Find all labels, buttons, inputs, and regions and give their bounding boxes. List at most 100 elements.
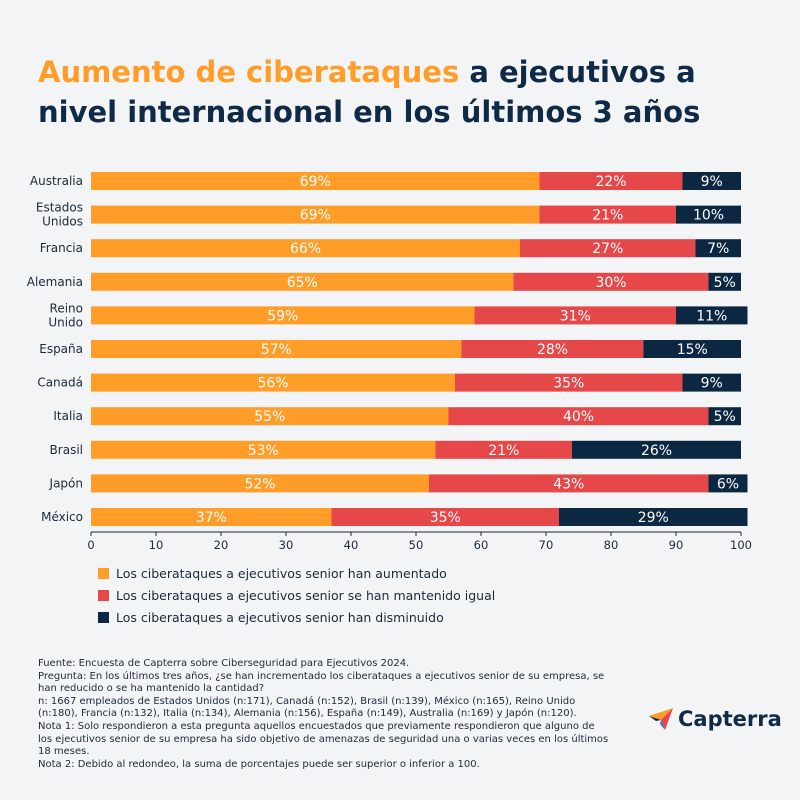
legend-item-disminuido: Los ciberataques a ejecutivos senior han…: [98, 606, 495, 628]
x-tick-label: 0: [87, 538, 94, 552]
data-label: 15%: [677, 342, 708, 358]
data-label: 30%: [595, 275, 626, 291]
bar-segment: [331, 508, 559, 526]
category-label: Italia: [53, 409, 83, 423]
category-label: Alemania: [27, 275, 83, 289]
bar-segment: [676, 306, 748, 325]
x-tick-label: 70: [539, 538, 554, 552]
stacked-bar-chart: Australia 69% 22% 9% Estados Unidos 69% 21% 10% F…: [27, 172, 752, 552]
data-label: 9%: [701, 174, 723, 190]
data-label: 22%: [595, 174, 626, 190]
bar-segment: [572, 440, 741, 459]
bar-segment: [435, 440, 572, 459]
bar-segment: [91, 440, 436, 459]
data-label: 6%: [717, 476, 739, 492]
bar-segment: [682, 172, 741, 190]
bar-segment: [91, 205, 540, 224]
x-tick-label: 40: [344, 538, 359, 552]
data-label: 27%: [592, 241, 623, 257]
bar-segment: [448, 407, 709, 426]
bar-segment: [643, 340, 741, 358]
category-label: Reino Unido: [48, 301, 83, 329]
data-label: 29%: [638, 510, 669, 526]
bar-segment: [455, 373, 683, 392]
title-highlight: Aumento de ciberataques: [38, 55, 460, 89]
data-label: 56%: [257, 376, 288, 392]
data-label: 37%: [196, 510, 227, 526]
bar-segment: [708, 407, 741, 426]
legend-swatch-disminuido: [98, 611, 109, 623]
bar-segment: [91, 172, 540, 190]
data-label: 66%: [290, 241, 321, 257]
x-tick-label: 50: [409, 538, 424, 552]
data-label: 52%: [244, 476, 275, 492]
data-label: 55%: [254, 409, 285, 425]
bar-segment: [695, 239, 741, 258]
bar-segment: [91, 373, 455, 392]
title-rest: a ejecutivos a nivel internacional en lo…: [38, 55, 701, 129]
capterra-logo: Capterra: [648, 706, 782, 732]
category-label: México: [41, 510, 83, 524]
data-label: 11%: [696, 308, 727, 324]
data-label: 35%: [553, 376, 584, 392]
footnotes: Fuente: Encuesta de Capterra sobre Ciber…: [38, 658, 610, 771]
data-label: 59%: [267, 308, 298, 324]
capterra-arrow-icon: [649, 708, 673, 730]
category-label: Japón: [49, 476, 83, 490]
legend-item-aumentado: Los ciberataques a ejecutivos senior han…: [98, 562, 495, 584]
data-label: 26%: [641, 443, 672, 459]
x-tick-label: 20: [214, 538, 229, 552]
x-tick-label: 100: [730, 538, 752, 552]
category-label: Australia: [30, 174, 83, 188]
category-label: Brasil: [50, 443, 83, 457]
bar-segment: [91, 474, 429, 493]
note-1: Nota 1: Solo respondieron a esta pregunt…: [38, 720, 609, 758]
data-label: 53%: [248, 443, 279, 459]
category-label: Estados Unidos: [36, 201, 83, 229]
bar-segment: [91, 306, 475, 325]
legend-swatch-mantenido: [98, 589, 109, 601]
bar-segment: [91, 508, 332, 526]
bar-segment: [91, 272, 514, 291]
bar-segment: [676, 205, 741, 224]
bar-segment: [708, 272, 741, 291]
note-question: Pregunta: En los últimos tres años, ¿se …: [38, 670, 605, 695]
note-source: Fuente: Encuesta de Capterra sobre Ciber…: [38, 658, 410, 669]
bar-segment: [708, 474, 748, 493]
data-label: 7%: [707, 241, 729, 257]
x-tick-label: 80: [604, 538, 619, 552]
category-label: Canadá: [37, 376, 83, 390]
legend: Los ciberataques a ejecutivos senior han…: [98, 562, 495, 628]
data-label: 65%: [287, 275, 318, 291]
legend-label-aumentado: Los ciberataques a ejecutivos senior han…: [116, 565, 447, 581]
note-sample: n: 1667 empleados de Estados Unidos (n:1…: [38, 695, 577, 720]
data-label: 9%: [701, 376, 723, 392]
data-label: 21%: [592, 208, 623, 224]
bar-segment: [91, 239, 520, 258]
data-label: 10%: [693, 208, 724, 224]
bar-segment: [682, 373, 741, 392]
bar-segment: [91, 407, 449, 426]
bar-segment: [429, 474, 709, 493]
data-label: 43%: [553, 476, 584, 492]
bar-segment: [513, 272, 709, 291]
x-tick-label: 30: [279, 538, 294, 552]
legend-label-mantenido: Los ciberataques a ejecutivos senior se …: [116, 587, 496, 603]
data-label: 40%: [563, 409, 594, 425]
bar-segment: [91, 340, 462, 358]
legend-label-disminuido: Los ciberataques a ejecutivos senior han…: [116, 609, 444, 625]
bar-segment: [474, 306, 676, 325]
x-tick-label: 10: [149, 538, 164, 552]
data-label: 21%: [488, 443, 519, 459]
x-tick-label: 90: [669, 538, 684, 552]
bar-segment: [539, 172, 683, 190]
data-label: 57%: [261, 342, 292, 358]
bar-segment: [539, 205, 676, 224]
bar-segment: [461, 340, 644, 358]
note-2: Nota 2: Debido al redondeo, la suma de p…: [38, 758, 480, 770]
legend-item-mantenido: Los ciberataques a ejecutivos senior se …: [98, 584, 495, 606]
data-label: 5%: [714, 275, 736, 291]
x-tick-label: 60: [474, 538, 489, 552]
logo-text: Capterra: [678, 707, 782, 731]
bar-segment: [520, 239, 696, 258]
